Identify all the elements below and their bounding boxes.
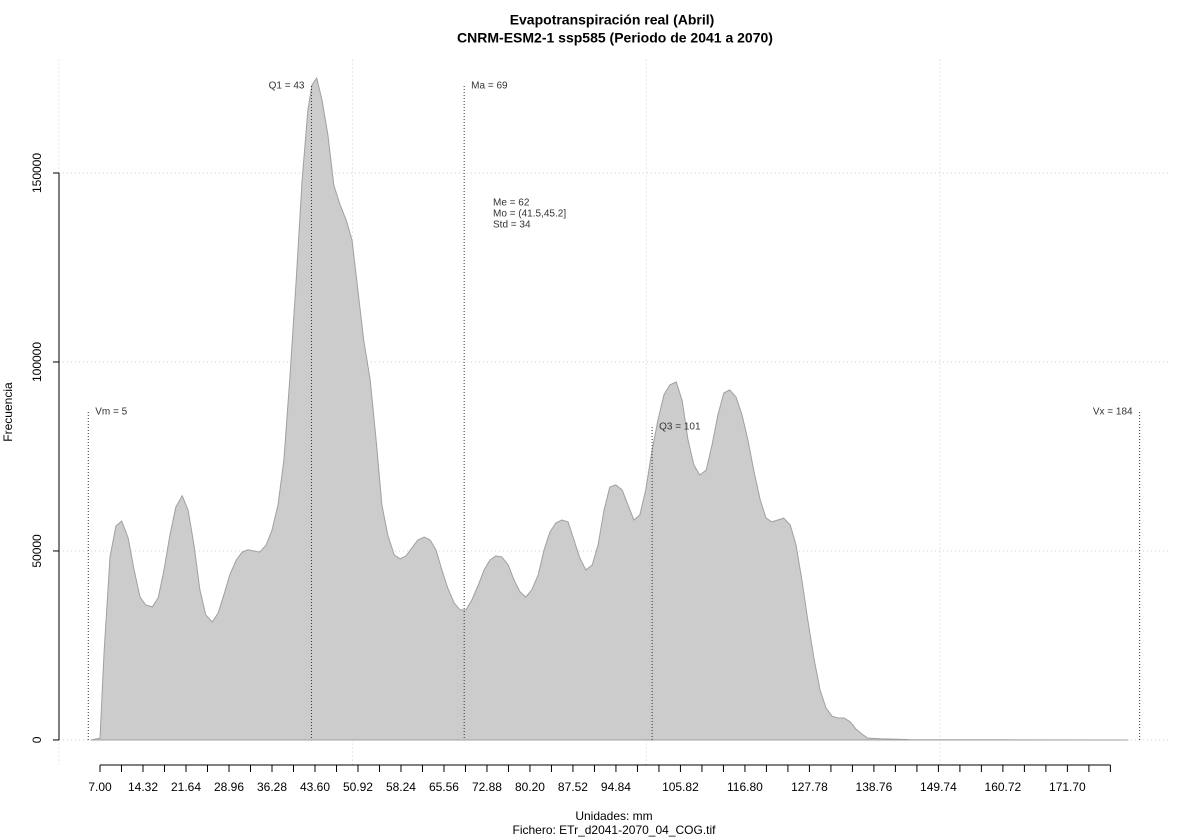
- x-tick-label: 80.20: [515, 780, 545, 794]
- y-axis-label: Frecuencia: [1, 382, 15, 442]
- density-area: [90, 76, 1129, 741]
- y-tick-label: 0: [30, 736, 44, 743]
- y-tick-label: 50000: [30, 534, 44, 568]
- x-tick-label: 94.84: [601, 780, 631, 794]
- x-tick-label: 21.64: [171, 780, 201, 794]
- x-tick-label: 160.72: [985, 780, 1022, 794]
- x-tick-label: 58.24: [386, 780, 416, 794]
- x-tick-label: 14.32: [128, 780, 158, 794]
- x-tick-label: 171.70: [1049, 780, 1086, 794]
- x-tick-label: 36.28: [257, 780, 287, 794]
- stat-label: Ma = 69: [471, 81, 508, 92]
- chart-subtitle: CNRM-ESM2-1 ssp585 (Periodo de 2041 a 20…: [457, 30, 773, 46]
- caption: Fichero: ETr_d2041-2070_04_COG.tif: [513, 823, 717, 837]
- x-tick-label: 65.56: [429, 780, 459, 794]
- stat-label: Vm = 5: [95, 407, 127, 418]
- y-tick-label: 100000: [30, 342, 44, 382]
- x-tick-label: 105.82: [662, 780, 699, 794]
- x-tick-label: 127.78: [791, 780, 828, 794]
- x-axis-label: Unidades: mm: [575, 809, 652, 823]
- x-tick-label: 87.52: [558, 780, 588, 794]
- stat-text: Std = 34: [493, 220, 531, 231]
- x-tick-label: 138.76: [856, 780, 893, 794]
- stat-text: Me = 62: [493, 198, 530, 209]
- stat-label: Vx = 184: [1093, 407, 1133, 418]
- x-tick-label: 149.74: [920, 780, 957, 794]
- stat-label: Q3 = 101: [659, 422, 701, 433]
- x-tick-label: 7.00: [88, 780, 112, 794]
- stat-text: Mo = (41.5,45.2]: [493, 209, 566, 220]
- y-tick-label: 150000: [30, 153, 44, 193]
- chart-title: Evapotranspiración real (Abril): [510, 12, 715, 28]
- x-tick-label: 43.60: [300, 780, 330, 794]
- x-tick-label: 28.96: [214, 780, 244, 794]
- x-tick-label: 72.88: [472, 780, 502, 794]
- stat-label: Q1 = 43: [269, 81, 305, 92]
- x-tick-label: 50.92: [343, 780, 373, 794]
- x-tick-label: 116.80: [727, 780, 763, 794]
